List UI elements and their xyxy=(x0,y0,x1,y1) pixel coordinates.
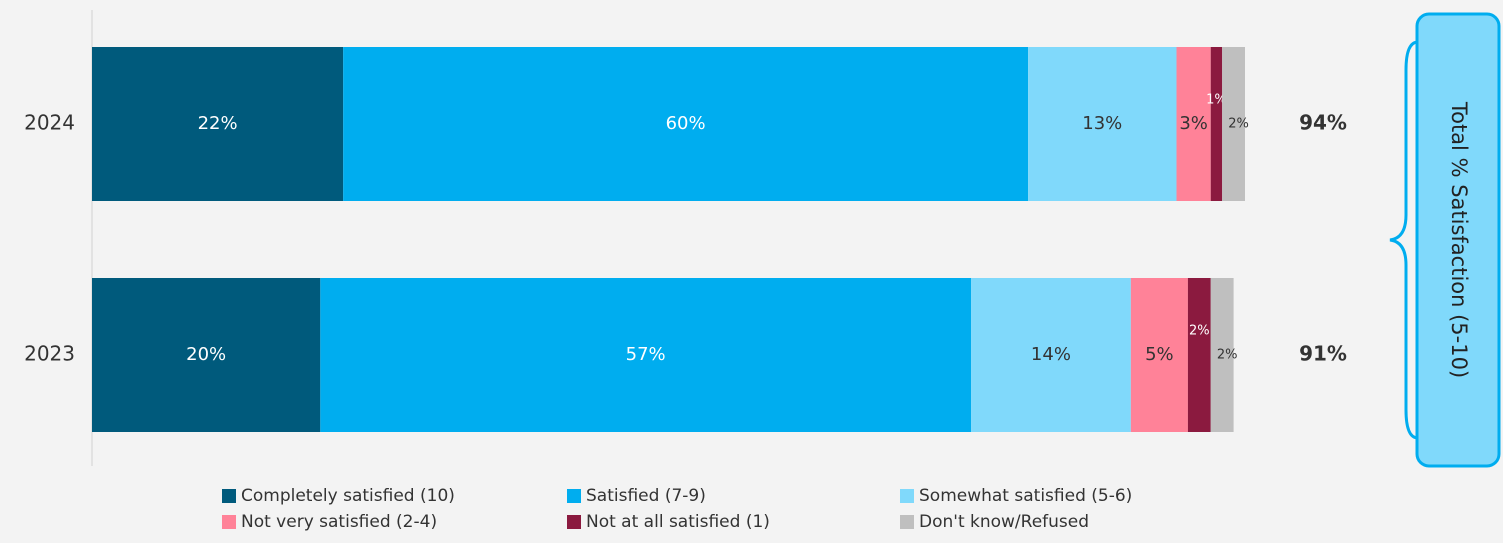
bar-segment xyxy=(1187,278,1211,432)
legend-label: Not at all satisfied (1) xyxy=(586,512,770,532)
total-label: 94% xyxy=(1299,111,1347,135)
legend-swatch xyxy=(900,489,914,503)
bar-segment xyxy=(1130,278,1188,432)
data-label: 14% xyxy=(1031,344,1071,365)
bar-segment xyxy=(320,278,972,432)
bar-segment xyxy=(1210,47,1223,201)
legend-swatch xyxy=(222,515,236,529)
legend-label: Not very satisfied (2-4) xyxy=(241,512,437,532)
legend-label: Completely satisfied (10) xyxy=(241,486,455,506)
data-label: 57% xyxy=(626,344,666,365)
y-tick-label: 2023 xyxy=(24,342,75,366)
bar-segment xyxy=(1222,47,1245,201)
data-label: 3% xyxy=(1179,113,1208,134)
bar-segment xyxy=(92,278,321,432)
bar-segment xyxy=(1176,47,1211,201)
bracket-box xyxy=(1415,12,1501,468)
data-label: 60% xyxy=(666,113,706,134)
bracket xyxy=(1389,40,1419,440)
data-label: 22% xyxy=(198,113,238,134)
legend-swatch xyxy=(567,515,581,529)
data-label: 20% xyxy=(186,344,226,365)
bracket-label: Total % Satisfaction (5-10) xyxy=(1447,101,1471,378)
legend-label: Satisfied (7-9) xyxy=(586,486,706,506)
bar-segment xyxy=(1210,278,1234,432)
data-label: 13% xyxy=(1082,113,1122,134)
data-label: 5% xyxy=(1145,344,1174,365)
data-label: 1% xyxy=(1206,93,1227,108)
legend-swatch xyxy=(567,489,581,503)
data-label: 2% xyxy=(1217,348,1238,363)
bar-segment xyxy=(971,278,1131,432)
bar-segment xyxy=(343,47,1029,201)
data-label: 2% xyxy=(1189,324,1210,339)
bar-segment xyxy=(1028,47,1177,201)
legend-swatch xyxy=(222,489,236,503)
data-label: 2% xyxy=(1228,117,1249,132)
legend-label: Don't know/Refused xyxy=(919,512,1089,532)
total-label: 91% xyxy=(1299,342,1347,366)
legend-label: Somewhat satisfied (5-6) xyxy=(919,486,1132,506)
bar-segment xyxy=(92,47,344,201)
legend-swatch xyxy=(900,515,914,529)
y-tick-label: 2024 xyxy=(24,111,75,135)
